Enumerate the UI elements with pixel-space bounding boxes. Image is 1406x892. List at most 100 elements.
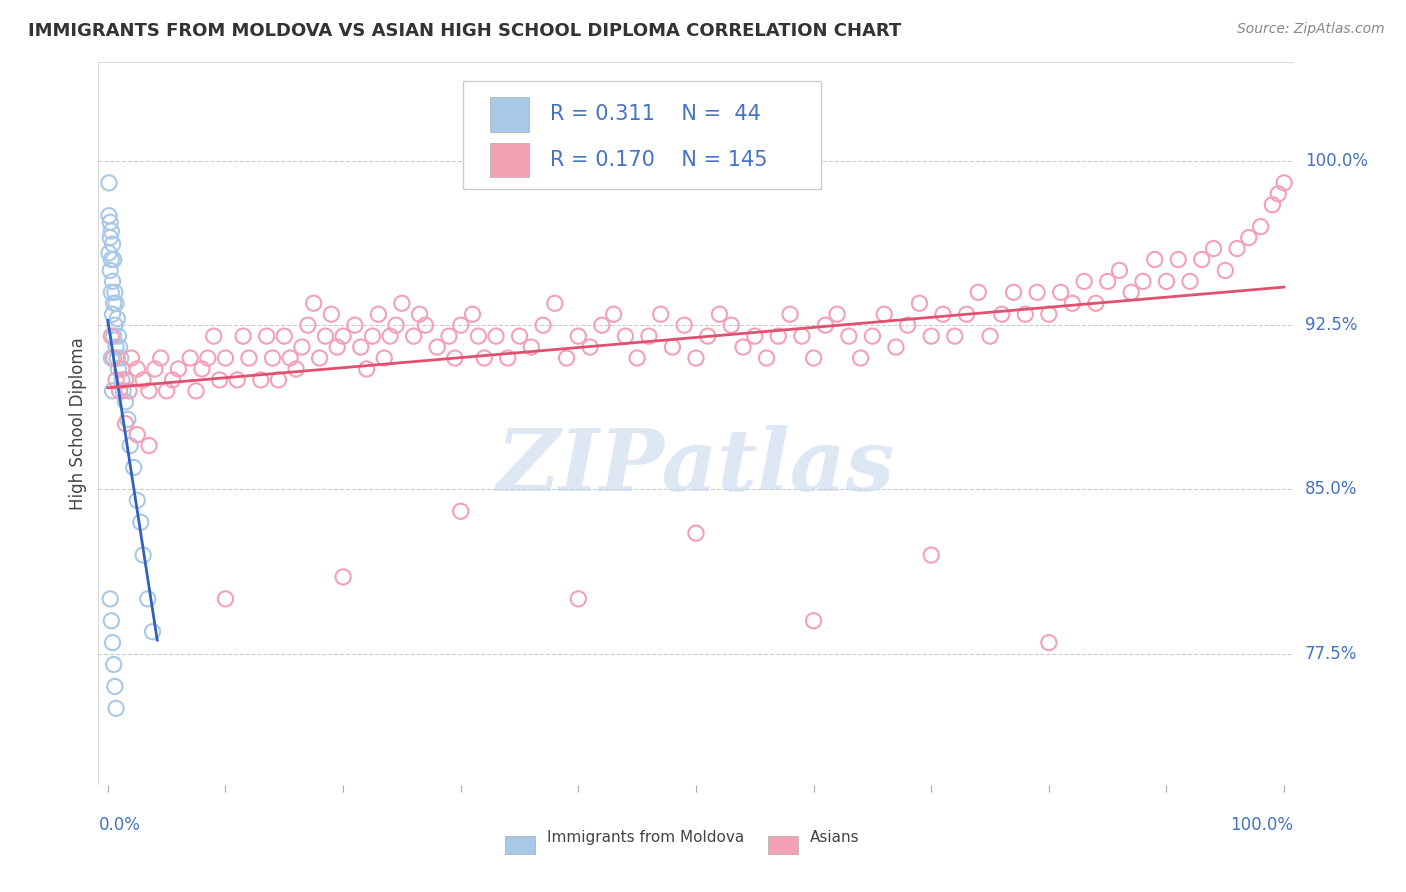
Point <box>108 340 131 354</box>
Point <box>472 351 495 365</box>
Point <box>373 351 395 365</box>
Point <box>101 635 124 649</box>
Point <box>779 307 801 321</box>
Point <box>485 329 508 343</box>
Point <box>105 701 128 715</box>
Point <box>520 340 543 354</box>
Point <box>326 340 349 354</box>
Point <box>1272 176 1295 190</box>
Point <box>100 614 122 628</box>
Point <box>408 307 430 321</box>
Point <box>105 340 128 354</box>
Point <box>1097 274 1119 288</box>
Point <box>101 384 124 398</box>
Point <box>1267 186 1289 201</box>
Point <box>136 591 159 606</box>
Point <box>191 362 214 376</box>
Point <box>920 548 942 562</box>
Point <box>1073 274 1095 288</box>
Point <box>1121 285 1143 300</box>
Point <box>302 296 325 310</box>
Point <box>437 329 460 343</box>
Point <box>262 351 284 365</box>
Point <box>955 307 977 321</box>
Point <box>107 329 129 343</box>
Point <box>443 351 465 365</box>
Point <box>873 307 896 321</box>
Point <box>100 285 122 300</box>
Bar <box>768 836 797 854</box>
Point <box>117 412 139 426</box>
Text: 0.0%: 0.0% <box>98 815 141 833</box>
Point <box>908 296 931 310</box>
Bar <box>491 97 529 132</box>
Text: R = 0.170    N = 145: R = 0.170 N = 145 <box>550 150 768 170</box>
Point <box>100 329 122 343</box>
Point <box>343 318 366 333</box>
Point <box>731 340 754 354</box>
Point <box>1002 285 1025 300</box>
Point <box>105 296 128 310</box>
Point <box>110 351 132 365</box>
Point <box>591 318 613 333</box>
Point <box>1167 252 1189 267</box>
Point <box>496 351 519 365</box>
Point <box>920 329 942 343</box>
Point <box>1213 263 1236 277</box>
Point <box>167 362 190 376</box>
Text: 92.5%: 92.5% <box>1305 316 1357 334</box>
Point <box>278 351 301 365</box>
Point <box>314 329 336 343</box>
Point <box>127 362 149 376</box>
Point <box>391 296 413 310</box>
Point <box>1202 242 1225 256</box>
Point <box>285 362 308 376</box>
Point <box>932 307 955 321</box>
Point <box>991 307 1014 321</box>
Point <box>450 504 472 518</box>
Point <box>184 384 207 398</box>
Point <box>555 351 578 365</box>
Point <box>450 318 472 333</box>
FancyBboxPatch shape <box>463 80 821 189</box>
Point <box>650 307 672 321</box>
Point <box>98 591 121 606</box>
Point <box>197 351 219 365</box>
Point <box>1226 242 1249 256</box>
Point <box>1132 274 1154 288</box>
Point <box>104 318 127 333</box>
Point <box>98 209 121 223</box>
Point <box>402 329 425 343</box>
Point <box>361 329 384 343</box>
Text: 100.0%: 100.0% <box>1305 152 1368 170</box>
Point <box>897 318 920 333</box>
Point <box>141 624 163 639</box>
Point <box>100 252 122 267</box>
Point <box>332 570 354 584</box>
Text: R = 0.311    N =  44: R = 0.311 N = 44 <box>550 104 761 125</box>
Point <box>979 329 1001 343</box>
Point <box>111 362 134 376</box>
Point <box>132 548 155 562</box>
Point <box>544 296 567 310</box>
Point <box>321 307 343 321</box>
Point <box>967 285 990 300</box>
Point <box>614 329 637 343</box>
Point <box>356 362 378 376</box>
Point <box>385 318 408 333</box>
Point <box>1191 252 1213 267</box>
Point <box>143 362 166 376</box>
Point <box>107 362 129 376</box>
Point <box>114 373 136 387</box>
Point <box>127 493 149 508</box>
Point <box>98 176 121 190</box>
Point <box>860 329 883 343</box>
Point <box>768 329 790 343</box>
Point <box>214 591 236 606</box>
Text: Source: ZipAtlas.com: Source: ZipAtlas.com <box>1237 22 1385 37</box>
Point <box>114 394 136 409</box>
Point <box>308 351 330 365</box>
Point <box>755 351 778 365</box>
Point <box>226 373 249 387</box>
Point <box>838 329 860 343</box>
